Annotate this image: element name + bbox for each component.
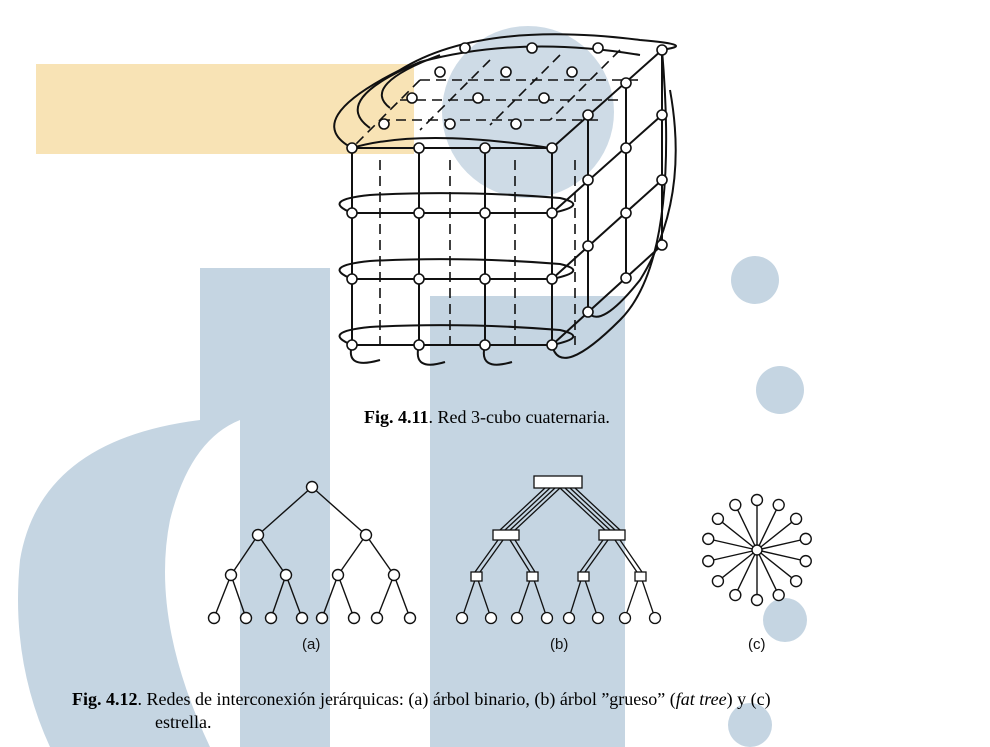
star-node — [702, 554, 715, 568]
fig-4-12b-label: (b) — [550, 636, 568, 653]
star-spoke — [756, 549, 806, 562]
star-spoke — [734, 504, 758, 551]
star-spoke — [717, 549, 758, 582]
star-spoke — [756, 518, 797, 551]
star-node — [772, 588, 785, 602]
fig-4-11-text: . Red 3-cubo cuaternaria. — [428, 407, 610, 427]
star-spoke — [756, 549, 797, 582]
star-node — [711, 512, 725, 526]
watermark-dot-1 — [731, 256, 779, 304]
star-spoke — [708, 538, 758, 551]
star-node — [750, 593, 764, 607]
cube-nodes — [346, 42, 668, 351]
cube-top-loops — [333, 33, 677, 149]
watermark-orange-bar — [36, 64, 414, 154]
watermark-dot-4 — [728, 703, 772, 747]
star-node — [711, 574, 725, 588]
fig-4-12-caption: Fig. 4.12. Redes de interconexión jerárq… — [72, 688, 932, 710]
star-spoke — [756, 549, 780, 596]
watermark-dot-2 — [756, 366, 804, 414]
fig-4-12-caption-line2: estrella. — [155, 712, 212, 732]
fig-4-12-italic: fat tree — [675, 689, 727, 709]
star-node — [702, 532, 715, 546]
star-spoke — [756, 538, 806, 551]
star-node — [772, 498, 785, 512]
fig-4-12-text-after: ) y (c) — [726, 689, 771, 709]
fig-4-11-caption: Fig. 4.11. Red 3-cubo cuaternaria. — [364, 406, 610, 428]
fig-4-12c-label: (c) — [748, 636, 766, 653]
star-node — [750, 493, 764, 507]
watermark-letter-d — [18, 268, 330, 747]
fig-4-12-text: . Redes de interconexión jerárquicas: (a… — [137, 689, 676, 709]
cube-front-grid — [351, 49, 663, 346]
star-spoke — [756, 504, 780, 551]
star-spoke — [717, 518, 758, 551]
fig-4-12a-label: (a) — [302, 636, 320, 653]
watermark-dot-3 — [763, 598, 807, 642]
watermark-stem — [430, 296, 625, 747]
fig-4-12-label: Fig. 4.12 — [72, 689, 138, 709]
star-spoke — [708, 549, 758, 562]
star-node — [729, 498, 742, 512]
cube-back-grid — [349, 49, 640, 345]
star-node — [799, 532, 812, 546]
star-spoke — [734, 549, 758, 596]
star-node — [799, 554, 812, 568]
fig-4-11-label: Fig. 4.11 — [364, 407, 429, 427]
star-node — [789, 574, 803, 588]
cube-side-loops — [338, 49, 677, 366]
star-node — [729, 588, 742, 602]
star-node — [789, 512, 803, 526]
